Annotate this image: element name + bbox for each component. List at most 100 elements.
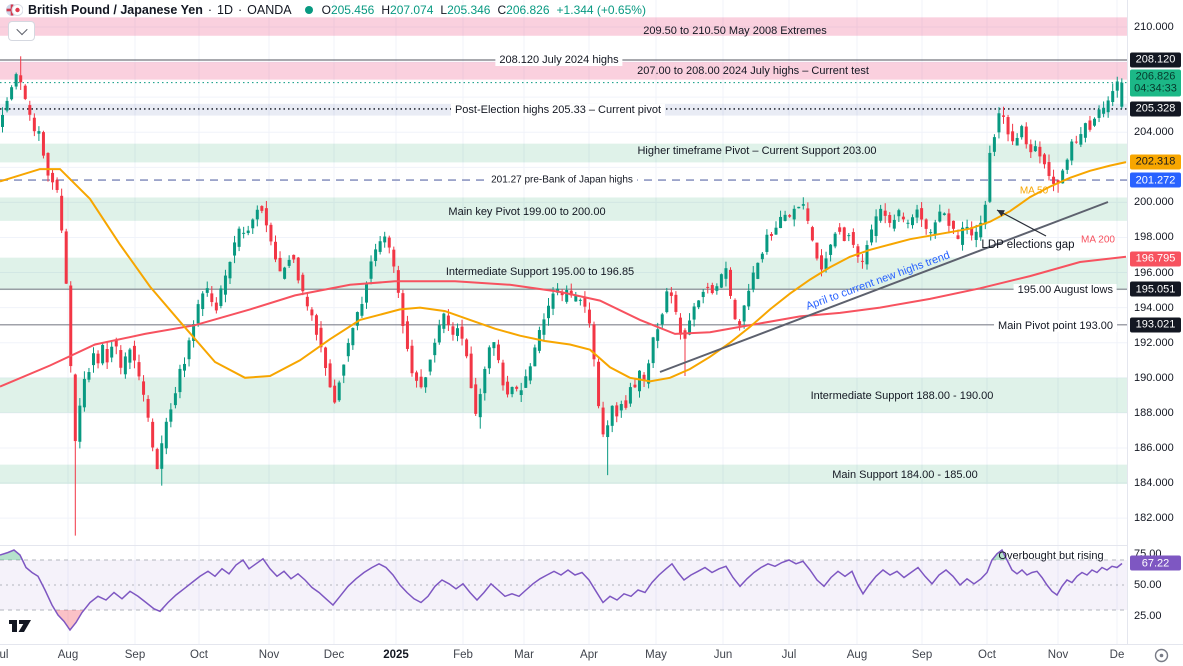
annotation-main-key-pivot[interactable]: Main key Pivot 199.00 to 200.00: [448, 206, 606, 218]
annotation-post-election-pivot[interactable]: Post-Election highs 205.33 – Current piv…: [450, 104, 666, 116]
annotation-main-support[interactable]: Main Support 184.00 - 185.00: [832, 469, 978, 481]
change-value: +1.344 (+0.65%): [556, 3, 646, 17]
candles-layer[interactable]: [1, 56, 1124, 536]
price-badge-ma200-price-label: 196.795: [1130, 251, 1181, 267]
annotation-boj-highs[interactable]: 201.27 pre-Bank of Japan highs: [487, 174, 637, 186]
time-label-feb: Feb: [453, 649, 473, 661]
support-resistance-bands[interactable]: [0, 17, 1128, 484]
timeframe-label[interactable]: 1D: [217, 3, 233, 17]
time-label-jun: Jun: [713, 649, 733, 661]
price-tick: 196.000: [1134, 266, 1174, 279]
time-label-apr: Apr: [580, 649, 598, 661]
price-tick: 198.000: [1134, 231, 1174, 244]
time-label-2025: 2025: [383, 649, 409, 661]
close-value: 206.826: [506, 3, 550, 17]
rsi-badge-rsi-value-label: 67.22: [1130, 555, 1181, 571]
band-july-2024-highs-zone[interactable]: [0, 62, 1128, 80]
time-label-sep: Sep: [124, 649, 146, 661]
price-badge-pivot-193-label: 193.021: [1130, 317, 1181, 333]
time-label-nov: Nov: [1047, 649, 1069, 661]
rsi-line[interactable]: [0, 548, 1123, 632]
close-label: C: [497, 3, 507, 17]
symbol-flag-icon: [6, 4, 23, 16]
annotation-ma50-label[interactable]: MA 50: [1019, 185, 1049, 197]
band-intermediate-support-zone-1[interactable]: [0, 257, 1128, 291]
price-badge-july-high-label: 208.120: [1130, 52, 1181, 68]
price-tick: 200.000: [1134, 196, 1174, 209]
tradingview-logo[interactable]: [8, 617, 38, 634]
gap-arrow[interactable]: [996, 209, 1047, 237]
rsi-tick: 25.00: [1134, 610, 1162, 623]
band-main-support-zone[interactable]: [0, 464, 1128, 484]
open-label: O: [321, 3, 331, 17]
time-label-mar: Mar: [514, 649, 534, 661]
settings-icon[interactable]: [1154, 648, 1169, 663]
low-value: 205.346: [447, 3, 491, 17]
time-label-de: De: [1109, 649, 1125, 661]
time-label-oct: Oct: [978, 649, 996, 661]
annotation-may-2008-extremes[interactable]: 209.50 to 210.50 May 2008 Extremes: [643, 25, 827, 37]
symbol-title[interactable]: British Pound / Japanese Yen: [28, 3, 203, 17]
time-axis[interactable]: ul Aug Sep Oct Nov Dec 2025 Feb Mar Apr May Jun Jul A…: [0, 644, 1183, 666]
price-badge-ma50-price-label: 202.318: [1130, 154, 1181, 170]
price-tick: 192.000: [1134, 336, 1174, 349]
annotation-main-pivot-193[interactable]: Main Pivot point 193.00: [994, 320, 1117, 332]
trendline-april-highs[interactable]: [659, 201, 1109, 373]
rsi-tick: 50.00: [1134, 579, 1162, 591]
separator-dot: ·: [207, 3, 212, 17]
pane-divider[interactable]: [0, 545, 1183, 546]
annotation-htf-pivot[interactable]: Higher timeframe Pivot – Current Support…: [637, 145, 877, 157]
price-tick: 182.000: [1134, 512, 1174, 525]
band-intermediate-support-zone-2[interactable]: [0, 377, 1128, 413]
price-chart[interactable]: [0, 0, 1128, 645]
ma50-line[interactable]: [0, 161, 1127, 383]
annotation-intermediate-support-2[interactable]: Intermediate Support 188.00 - 190.00: [810, 390, 994, 402]
price-tick: 186.000: [1134, 441, 1174, 454]
price-badge-current-price-label: 206.826 04:34:33: [1130, 69, 1181, 97]
time-label-aug: Aug: [57, 649, 79, 661]
price-tick: 188.000: [1134, 406, 1174, 419]
annotation-july-2024-highs[interactable]: 208.120 July 2024 highs: [495, 54, 623, 66]
time-label-nov: Nov: [258, 649, 280, 661]
price-badge-boj-price-label: 201.272: [1130, 172, 1181, 188]
ma200-line[interactable]: [0, 255, 1127, 388]
annotation-ma200-label[interactable]: MA 200: [1081, 234, 1115, 246]
separator-dot: ·: [237, 3, 243, 17]
price-tick: 210.000: [1134, 21, 1174, 33]
symbol-legend[interactable]: British Pound / Japanese Yen · 1D · OAND…: [6, 3, 646, 17]
price-badge-aug-lows-label: 195.051: [1130, 281, 1181, 297]
exchange-label[interactable]: OANDA: [247, 3, 292, 17]
time-label-ul: ul: [0, 649, 9, 661]
annotation-august-lows[interactable]: 195.00 August lows: [1013, 284, 1117, 296]
high-value: 207.074: [390, 3, 434, 17]
annotation-intermediate-support-1[interactable]: Intermediate Support 195.00 to 196.85: [445, 266, 635, 278]
high-label: H: [381, 3, 391, 17]
chevron-down-icon: [15, 23, 28, 36]
time-label-aug: Aug: [846, 649, 868, 661]
gridlines[interactable]: [0, 0, 1128, 645]
rsi-pane[interactable]: [0, 540, 1128, 645]
band-htf-pivot-zone[interactable]: [0, 143, 1128, 163]
open-value: 205.456: [330, 3, 375, 17]
annotation-current-test[interactable]: 207.00 to 208.00 2024 July highs – Curre…: [637, 65, 869, 77]
time-label-dec: Dec: [323, 649, 345, 661]
price-tick: 204.000: [1134, 126, 1174, 139]
annotation-overbought-note[interactable]: Overbought but rising: [998, 550, 1104, 562]
market-status-icon[interactable]: [304, 6, 313, 14]
ohlc-readout: O205.456 H207.074 L205.346 C206.826 +1.3…: [322, 3, 646, 17]
price-badge-post-election-label: 205.328: [1130, 101, 1181, 117]
price-tick: 184.000: [1134, 477, 1174, 490]
price-axis[interactable]: 210.000 204.000 200.000 198.000 196.000 194.0…: [1127, 0, 1183, 645]
legend-expand-button[interactable]: [8, 21, 35, 41]
price-tick: 194.000: [1134, 301, 1174, 314]
price-tick: 190.000: [1134, 371, 1174, 384]
annotation-ldp-elections-gap[interactable]: LDP elections gap: [981, 239, 1075, 251]
band-main-key-pivot-zone[interactable]: [0, 197, 1128, 221]
time-label-may: May: [645, 649, 667, 661]
time-label-sep: Sep: [911, 649, 933, 661]
time-label-jul: Jul: [781, 649, 797, 661]
time-label-oct: Oct: [190, 649, 208, 661]
band-may-2008-extremes-zone[interactable]: [0, 17, 1128, 36]
low-label: L: [440, 3, 448, 17]
